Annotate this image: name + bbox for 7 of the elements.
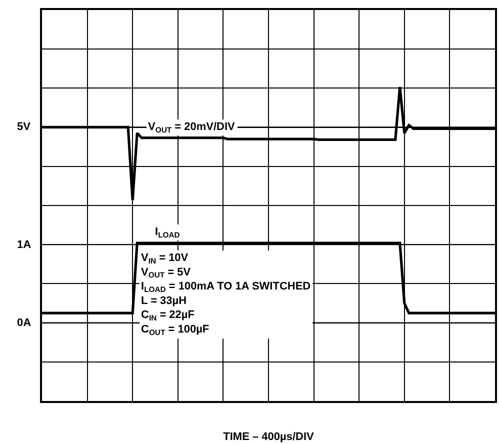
ref-line-label: 0A	[17, 317, 32, 329]
series-label: V$_{OUT}$ = 20mV/DIV	[148, 121, 236, 134]
text: V$_{IN}$ = 10V V$_{OUT}$ = 5V I$_{LOAD}$ = 100mA TO 1A SWITCHED L = 33µH C$_{IN}$ = 22µF C$_{OUT}$ = 100µF	[141, 252, 311, 337]
ref-line-label: 5V	[17, 121, 32, 133]
ref-line-label: 1A	[17, 239, 32, 251]
series-label: I$_{LOAD}$	[155, 226, 180, 240]
x-axis-title: TIME – 400µs/DIV	[223, 431, 315, 444]
